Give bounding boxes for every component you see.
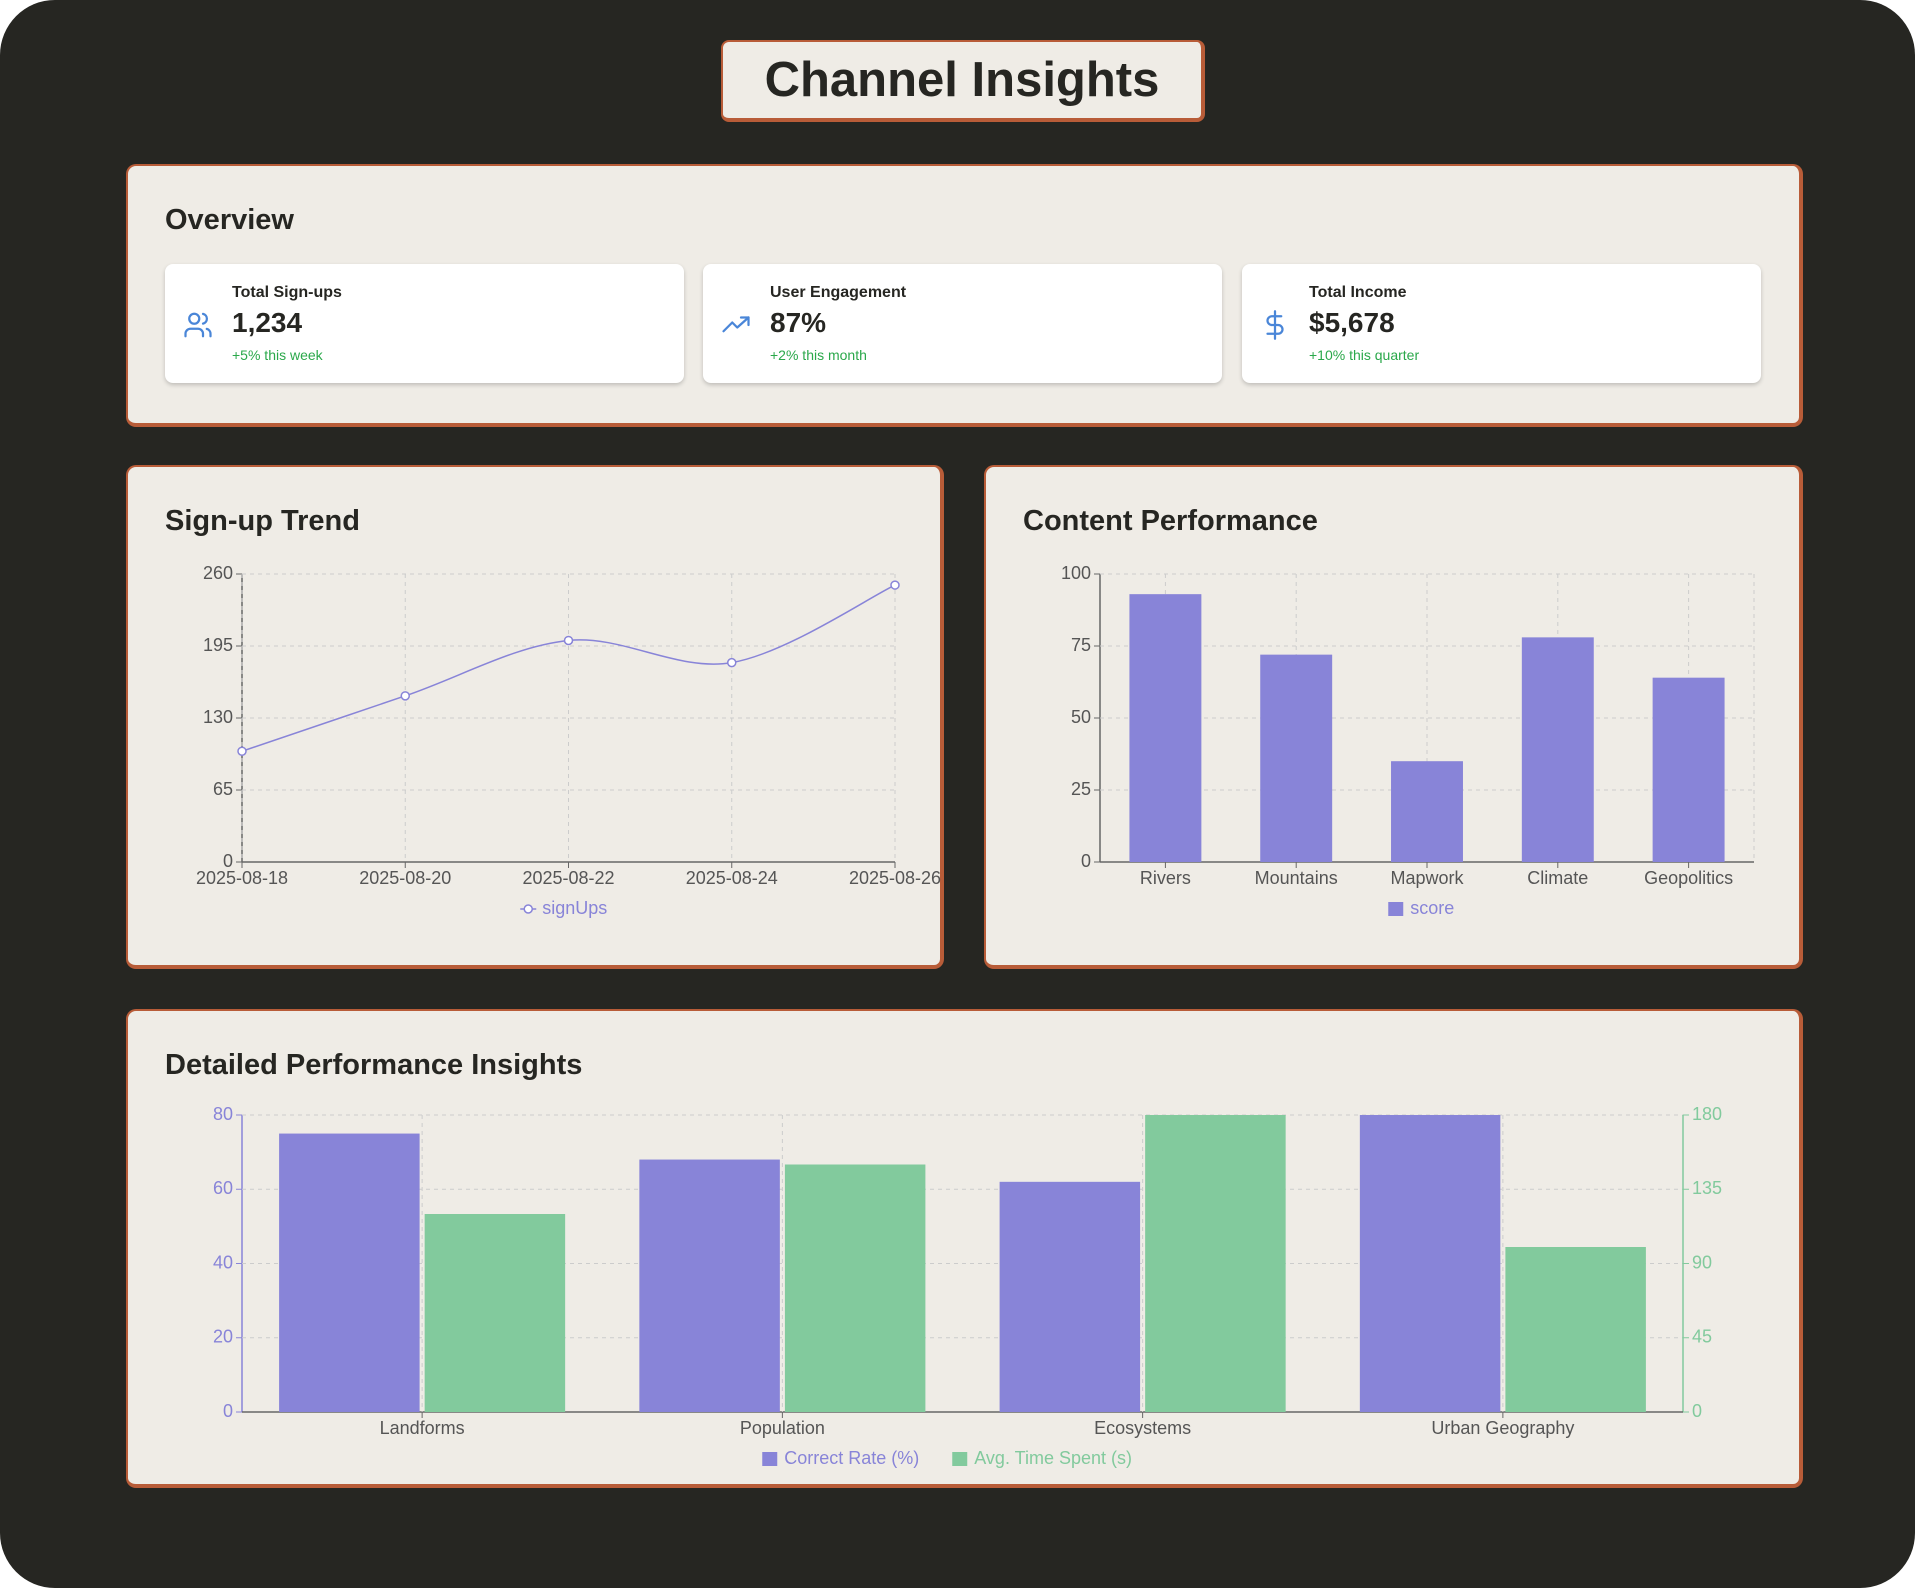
card-label: User Engagement (770, 284, 907, 301)
dollar-icon (1266, 310, 1284, 340)
overview-title: Overview (165, 204, 294, 236)
stat-card: Total Income $5,678 +10% this quarter (1242, 264, 1761, 383)
card-value: $5,678 (1309, 307, 1395, 338)
trend-icon (722, 316, 750, 333)
chart-title: Detailed Performance Insights (165, 1049, 583, 1081)
card-label: Total Income (1309, 284, 1407, 301)
chart-panel: Content Performance (984, 465, 1803, 969)
page-title: Channel Insights (721, 40, 1205, 122)
chart-panel: Sign-up Trend (126, 465, 944, 969)
card-value: 1,234 (232, 307, 303, 338)
overview-panel: Overview Total Sign-ups 1,234 +5% this w… (126, 164, 1803, 427)
card-change: +5% this week (232, 347, 323, 363)
card-label: Total Sign-ups (232, 284, 342, 301)
card-value: 87% (770, 307, 827, 338)
chart-title: Sign-up Trend (165, 505, 360, 537)
chart-title: Content Performance (1023, 505, 1318, 537)
stat-card: Total Sign-ups 1,234 +5% this week (165, 264, 684, 383)
card-change: +10% this quarter (1309, 347, 1420, 363)
card-change: +2% this month (770, 347, 867, 363)
users-icon (184, 312, 212, 338)
chart-panel: Detailed Performance Insights (126, 1009, 1803, 1488)
stat-card: User Engagement 87% +2% this month (703, 264, 1222, 383)
